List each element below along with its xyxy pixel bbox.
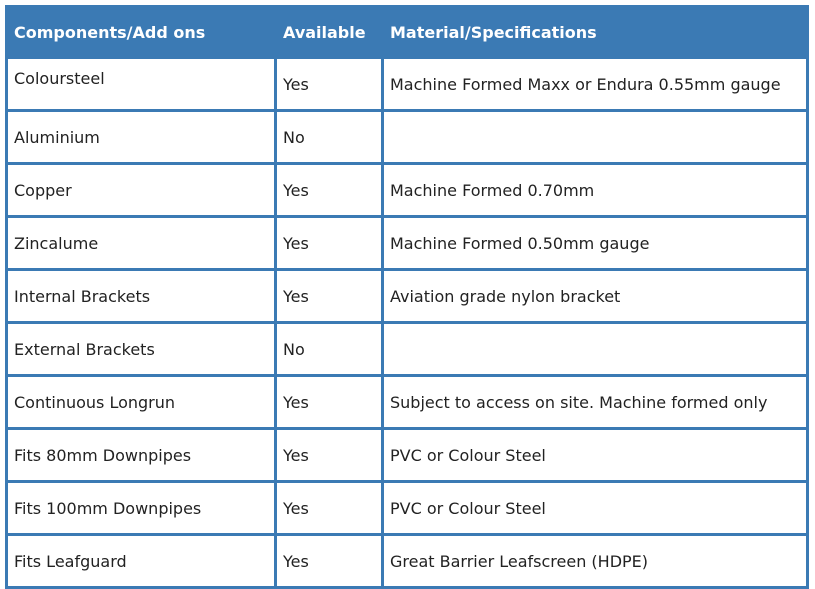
material-cell: Machine Formed 0.70mm	[384, 165, 806, 215]
available-cell: Yes	[277, 271, 381, 321]
component-cell: Aluminium	[8, 112, 274, 162]
material-cell: PVC or Colour Steel	[384, 483, 806, 533]
header-cell: Components/Add ons	[8, 8, 274, 56]
available-cell: Yes	[277, 59, 381, 109]
component-cell: Fits Leafguard	[8, 536, 274, 586]
available-cell: Yes	[277, 377, 381, 427]
available-cell: Yes	[277, 430, 381, 480]
component-cell: Internal Brackets	[8, 271, 274, 321]
material-cell: Aviation grade nylon bracket	[384, 271, 806, 321]
available-cell: Yes	[277, 536, 381, 586]
available-cell: Yes	[277, 218, 381, 268]
component-cell: Coloursteel	[8, 59, 274, 109]
material-cell: Machine Formed 0.50mm gauge	[384, 218, 806, 268]
available-cell: Yes	[277, 165, 381, 215]
material-cell: Machine Formed Maxx or Endura 0.55mm gau…	[384, 59, 806, 109]
material-cell: Great Barrier Leafscreen (HDPE)	[384, 536, 806, 586]
material-cell	[384, 112, 806, 162]
material-cell: PVC or Colour Steel	[384, 430, 806, 480]
component-cell: Zincalume	[8, 218, 274, 268]
component-cell: Fits 80mm Downpipes	[8, 430, 274, 480]
header-cell: Material/Specifications	[384, 8, 806, 56]
available-cell: No	[277, 324, 381, 374]
available-cell: No	[277, 112, 381, 162]
material-cell: Subject to access on site. Machine forme…	[384, 377, 806, 427]
component-cell: Fits 100mm Downpipes	[8, 483, 274, 533]
component-cell: External Brackets	[8, 324, 274, 374]
component-cell: Copper	[8, 165, 274, 215]
component-cell: Continuous Longrun	[8, 377, 274, 427]
available-cell: Yes	[277, 483, 381, 533]
material-cell	[384, 324, 806, 374]
spec-table: Components/Add ons Available Material/Spec…	[5, 5, 809, 589]
header-cell: Available	[277, 8, 381, 56]
